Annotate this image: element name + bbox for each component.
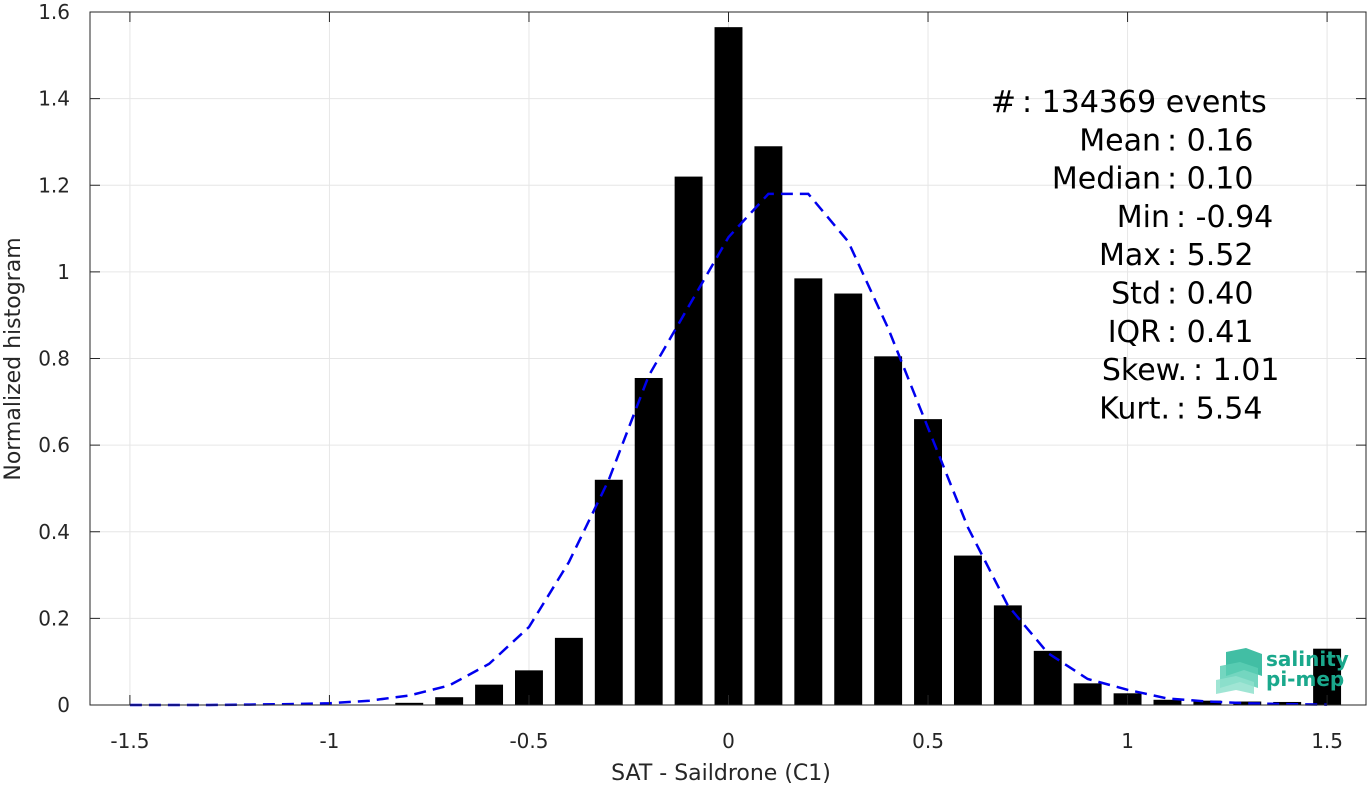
histogram-bar xyxy=(634,377,663,705)
histogram-bar xyxy=(714,27,743,706)
stat-label: Median xyxy=(1052,162,1161,197)
stat-value: : -0.94 xyxy=(1176,200,1273,235)
stat-value: : 1.01 xyxy=(1193,353,1279,388)
stat-label: Std xyxy=(1111,277,1161,312)
histogram-bar xyxy=(1073,683,1102,705)
y-tick-label: 0.4 xyxy=(38,520,70,544)
y-tick-label: 1.2 xyxy=(38,173,70,197)
histogram-bars xyxy=(355,27,1342,706)
x-tick-label: -1 xyxy=(319,729,339,753)
stat-label: IQR xyxy=(1108,315,1161,350)
x-axis-label: SAT - Saildrone (C1) xyxy=(611,761,831,785)
stat-label: Mean xyxy=(1079,123,1161,158)
histogram-bar xyxy=(794,278,823,705)
histogram-bar xyxy=(874,356,903,705)
tick-labels: -1.5 -1 -0.5 0 0.5 1 1.5 0 0.2 0.4 0.6 0.8 1 1.2 1.4 1.… xyxy=(38,0,1343,753)
y-axis-label: Normalized histogram xyxy=(1,237,26,480)
histogram-bar xyxy=(993,605,1022,705)
salinity-pimep-logo: salinity pi-mep xyxy=(1216,647,1349,694)
histogram-bar xyxy=(1233,701,1262,705)
x-tick-label: 1.5 xyxy=(1311,729,1343,753)
y-tick-label: 1 xyxy=(57,260,70,284)
histogram-bar xyxy=(594,479,623,705)
x-tick-label: 0.5 xyxy=(912,729,944,753)
histogram-bar xyxy=(1153,699,1182,705)
stat-label: Min xyxy=(1117,200,1170,235)
stat-label: # xyxy=(991,85,1016,120)
histogram-bar xyxy=(395,702,424,705)
y-tick-label: 0.6 xyxy=(38,433,70,457)
y-tick-label: 0.2 xyxy=(38,606,70,630)
stat-value: : 0.41 xyxy=(1167,315,1253,350)
stat-label: Max xyxy=(1099,238,1161,273)
stat-label: Skew. xyxy=(1102,353,1187,388)
stat-label: Kurt. xyxy=(1099,391,1170,426)
histogram-bar xyxy=(953,555,982,705)
y-tick-label: 1.6 xyxy=(38,0,70,24)
histogram-bar xyxy=(674,176,703,705)
x-tick-label: 1 xyxy=(1121,729,1134,753)
x-tick-label: 0 xyxy=(722,729,735,753)
x-tick-label: -1.5 xyxy=(110,729,149,753)
stat-value: : 0.16 xyxy=(1167,123,1253,158)
axes xyxy=(89,11,1367,706)
stat-value: : 0.10 xyxy=(1167,162,1253,197)
stat-value: : 134369 events xyxy=(1022,85,1267,120)
histogram-bar xyxy=(475,684,504,705)
histogram-bar xyxy=(435,697,464,705)
stat-value: : 5.52 xyxy=(1167,238,1253,273)
y-tick-label: 1.4 xyxy=(38,87,70,111)
stat-value: : 0.40 xyxy=(1167,277,1253,312)
logo-mark-icon xyxy=(1216,648,1262,694)
histogram-bar xyxy=(554,637,583,705)
y-tick-label: 0.8 xyxy=(38,347,70,371)
logo-line2: pi-mep xyxy=(1266,667,1344,691)
x-tick-label: -0.5 xyxy=(509,729,548,753)
histogram-bar xyxy=(1193,700,1222,705)
stat-value: : 5.54 xyxy=(1176,391,1262,426)
histogram-bar xyxy=(754,146,783,706)
y-tick-label: 0 xyxy=(57,693,70,717)
histogram-bar xyxy=(914,419,942,705)
logo-line1: salinity xyxy=(1266,647,1349,671)
histogram-bar xyxy=(834,293,863,705)
